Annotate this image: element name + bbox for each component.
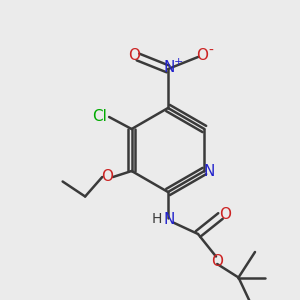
Text: O: O — [128, 48, 140, 63]
Text: O: O — [101, 169, 113, 184]
Text: N: N — [203, 164, 214, 178]
Text: O: O — [196, 48, 208, 63]
Text: +: + — [174, 57, 183, 68]
Text: -: - — [208, 44, 213, 58]
Text: N: N — [164, 212, 175, 226]
Text: H: H — [152, 212, 162, 226]
Text: O: O — [212, 254, 224, 268]
Text: O: O — [219, 207, 231, 222]
Text: N: N — [164, 60, 175, 75]
Text: Cl: Cl — [92, 109, 107, 124]
